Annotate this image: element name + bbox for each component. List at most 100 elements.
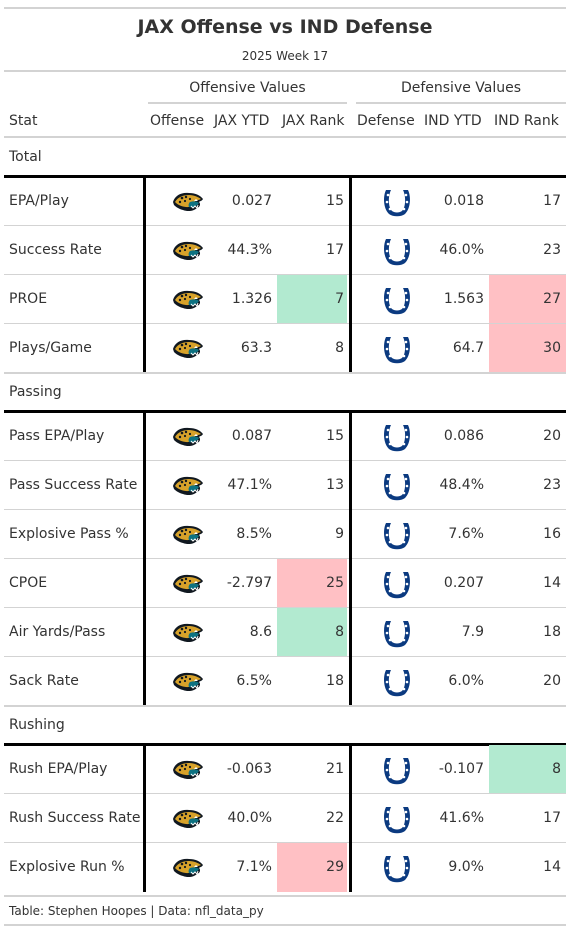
jax-ytd-value: -2.797 — [226, 575, 272, 591]
colts-horseshoe-icon — [383, 235, 411, 271]
jax-ytd-value: 8.6 — [249, 624, 272, 640]
jax-ytd-value: 7.1% — [236, 859, 272, 875]
ind-rank-value: 14 — [543, 859, 561, 875]
group-rule — [4, 175, 566, 178]
jaguars-logo-icon — [172, 522, 204, 552]
col-ind-ytd: IND YTD — [424, 113, 482, 129]
jaguars-logo-icon — [172, 669, 204, 699]
colts-horseshoe-icon — [383, 186, 411, 222]
table-title: JAX Offense vs IND Defense — [137, 16, 433, 38]
stat-label: Success Rate — [9, 242, 102, 258]
jaguars-logo-icon — [172, 757, 204, 787]
stat-label: CPOE — [9, 575, 48, 591]
jax-rank-value: 22 — [326, 810, 344, 826]
jaguars-logo-icon — [172, 238, 204, 268]
spanner-offense-rule — [148, 102, 347, 104]
jax-rank-value: 21 — [326, 761, 344, 777]
ind-ytd-value: 7.9 — [461, 624, 484, 640]
ind-rank-highlight — [489, 275, 566, 324]
row-divider — [4, 607, 566, 608]
group-rule — [4, 410, 566, 413]
ind-rank-value: 23 — [543, 242, 561, 258]
group-label-passing: Passing — [9, 384, 62, 400]
jax-ytd-value: 0.027 — [231, 193, 272, 209]
colts-horseshoe-icon — [383, 333, 411, 369]
spanner-offensive-values: Offensive Values — [189, 80, 306, 96]
row-divider — [4, 460, 566, 461]
spanner-defense-rule — [356, 102, 566, 104]
stat-label: Explosive Pass % — [9, 526, 129, 542]
col-ind-rank: IND Rank — [494, 113, 559, 129]
offense-divider — [143, 743, 146, 892]
group-rule — [4, 743, 566, 746]
jax-rank-value: 29 — [326, 859, 344, 875]
stat-label: Rush Success Rate — [9, 810, 141, 826]
colts-horseshoe-icon — [383, 754, 411, 790]
ind-rank-value: 20 — [543, 673, 561, 689]
jax-rank-highlight — [277, 275, 347, 324]
stat-label: Pass EPA/Play — [9, 428, 105, 444]
jaguars-logo-icon — [172, 336, 204, 366]
defense-divider — [349, 175, 352, 373]
jaguars-logo-icon — [172, 571, 204, 601]
jaguars-logo-icon — [172, 806, 204, 836]
ind-ytd-value: 48.4% — [439, 477, 484, 493]
jax-rank-value: 8 — [335, 624, 344, 640]
row-divider — [4, 509, 566, 510]
ind-ytd-value: 46.0% — [439, 242, 484, 258]
col-jax-rank: JAX Rank — [282, 113, 345, 129]
jax-rank-value: 8 — [335, 340, 344, 356]
jax-rank-value: 15 — [326, 193, 344, 209]
ind-ytd-value: 6.0% — [448, 673, 484, 689]
colts-horseshoe-icon — [383, 568, 411, 604]
jax-ytd-value: 0.087 — [231, 428, 272, 444]
jax-rank-highlight — [277, 843, 347, 892]
ind-rank-value: 14 — [543, 575, 561, 591]
defense-divider — [349, 743, 352, 892]
colts-horseshoe-icon — [383, 803, 411, 839]
jax-rank-value: 15 — [326, 428, 344, 444]
jax-ytd-value: 1.326 — [231, 291, 272, 307]
col-offense: Offense — [150, 113, 205, 129]
jax-rank-value: 13 — [326, 477, 344, 493]
stat-label: Rush EPA/Play — [9, 761, 108, 777]
row-divider — [4, 656, 566, 657]
ind-rank-value: 16 — [543, 526, 561, 542]
jax-rank-value: 17 — [326, 242, 344, 258]
colts-horseshoe-icon — [383, 470, 411, 506]
colts-horseshoe-icon — [383, 421, 411, 457]
source-note: Table: Stephen Hoopes | Data: nfl_data_p… — [9, 904, 264, 918]
offense-divider — [143, 410, 146, 706]
group-end-rule — [4, 705, 566, 707]
stat-label: Explosive Run % — [9, 859, 125, 875]
row-divider — [4, 225, 566, 226]
jax-rank-value: 25 — [326, 575, 344, 591]
jaguars-logo-icon — [172, 620, 204, 650]
ind-ytd-value: 64.7 — [452, 340, 484, 356]
ind-ytd-value: 0.086 — [443, 428, 484, 444]
colhead-rule — [4, 136, 566, 138]
colts-horseshoe-icon — [383, 284, 411, 320]
defense-divider — [349, 410, 352, 706]
jax-rank-highlight — [277, 608, 347, 657]
jax-ytd-value: 44.3% — [227, 242, 272, 258]
row-divider — [4, 323, 566, 324]
jaguars-logo-icon — [172, 287, 204, 317]
ind-rank-value: 27 — [543, 291, 561, 307]
stat-label: PROE — [9, 291, 48, 307]
row-divider — [4, 842, 566, 843]
stat-label: EPA/Play — [9, 193, 69, 209]
top-rule — [4, 7, 566, 9]
jax-ytd-value: 8.5% — [236, 526, 272, 542]
ind-ytd-value: 7.6% — [448, 526, 484, 542]
ind-rank-highlight — [489, 324, 566, 373]
jax-rank-value: 18 — [326, 673, 344, 689]
ind-rank-value: 23 — [543, 477, 561, 493]
colts-horseshoe-icon — [383, 666, 411, 702]
ind-ytd-value: 0.207 — [443, 575, 484, 591]
ind-rank-value: 8 — [552, 761, 561, 777]
col-stat: Stat — [9, 113, 38, 129]
jax-ytd-value: 63.3 — [240, 340, 272, 356]
colts-horseshoe-icon — [383, 617, 411, 653]
jaguars-logo-icon — [172, 189, 204, 219]
